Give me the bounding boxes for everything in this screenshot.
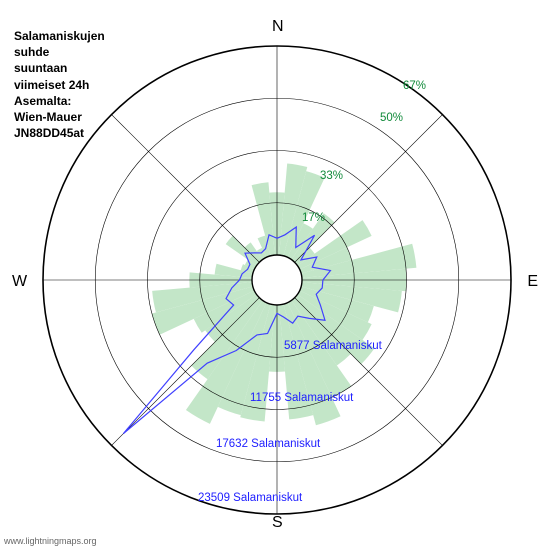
chart-title: Salamaniskujen suhde suuntaan viimeiset … <box>14 28 105 141</box>
source-footer: www.lightningmaps.org <box>4 536 97 546</box>
grid-ray <box>112 115 260 263</box>
title-line: JN88DD45at <box>14 125 105 141</box>
compass-e: E <box>527 273 538 291</box>
center-hole <box>252 255 302 305</box>
strike-ring-label: 5877 Salamaniskut <box>284 340 382 352</box>
title-line: suhde <box>14 44 105 60</box>
title-line: Asemalta: <box>14 93 105 109</box>
compass-s: S <box>272 514 283 532</box>
strike-ring-label: 23509 Salamaniskut <box>198 492 302 504</box>
chart-container: Salamaniskujen suhde suuntaan viimeiset … <box>0 0 550 550</box>
compass-n: N <box>272 18 284 36</box>
title-line: Wien-Mauer <box>14 109 105 125</box>
title-line: Salamaniskujen <box>14 28 105 44</box>
strike-ring-label: 11755 Salamaniskut <box>250 392 353 404</box>
strike-ring-label: 17632 Salamaniskut <box>216 438 320 450</box>
pct-ring-label: 67% <box>403 80 426 92</box>
pct-ring-label: 33% <box>320 170 343 182</box>
title-line: viimeiset 24h <box>14 77 105 93</box>
pct-ring-label: 17% <box>302 212 325 224</box>
compass-w: W <box>12 273 27 291</box>
title-line: suuntaan <box>14 60 105 76</box>
pct-ring-label: 50% <box>380 112 403 124</box>
